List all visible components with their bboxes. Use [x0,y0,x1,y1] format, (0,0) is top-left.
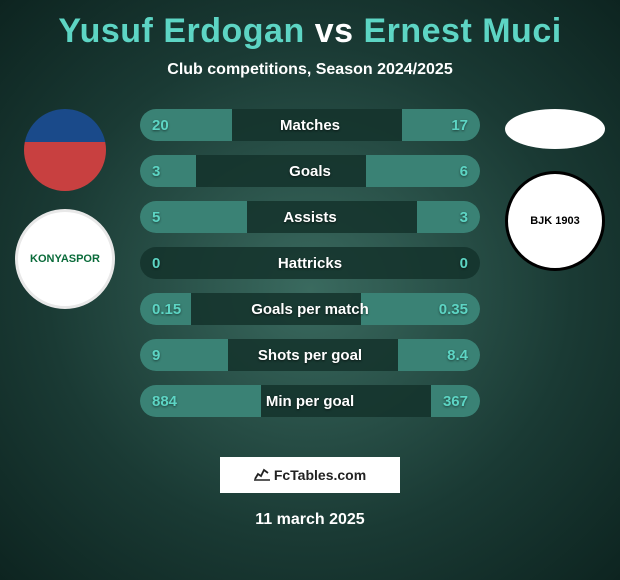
player2-avatar [505,109,605,149]
vs-text: vs [315,12,354,50]
stat-row: 20 Matches 17 [140,109,480,141]
player2-club-badge: BJK 1903 [505,171,605,271]
stat-value-left: 0.15 [152,301,181,318]
left-column: KONYASPOR [10,109,120,309]
stat-value-left: 0 [152,255,160,272]
brand-text: FcTables.com [274,467,366,483]
stat-label: Assists [283,209,336,226]
stat-value-right: 6 [460,163,468,180]
player1-avatar [24,109,106,191]
stat-value-left: 5 [152,209,160,226]
stat-label: Min per goal [266,393,354,410]
player1-name: Yusuf Erdogan [58,12,304,50]
stat-bar-right [402,109,480,141]
stat-value-right: 8.4 [447,347,468,364]
stat-value-left: 884 [152,393,177,410]
stat-value-right: 0.35 [439,301,468,318]
player1-club-badge: KONYASPOR [15,209,115,309]
stat-value-right: 367 [443,393,468,410]
stat-value-left: 20 [152,117,169,134]
right-column: BJK 1903 [500,109,610,271]
stat-row: 0 Hattricks 0 [140,247,480,279]
stat-value-left: 3 [152,163,160,180]
stat-row: 3 Goals 6 [140,155,480,187]
subtitle: Club competitions, Season 2024/2025 [0,61,620,79]
brand-box: FcTables.com [220,457,400,493]
stat-bar-right [417,201,480,233]
stat-label: Matches [280,117,340,134]
date-text: 11 march 2025 [0,511,620,529]
stat-row: 884 Min per goal 367 [140,385,480,417]
stat-label: Goals [289,163,331,180]
stat-value-left: 9 [152,347,160,364]
player1-club-name: KONYASPOR [30,253,100,265]
stat-label: Shots per goal [258,347,362,364]
player2-club-name: BJK 1903 [530,215,580,227]
player2-name: Ernest Muci [363,12,561,50]
stat-value-right: 3 [460,209,468,226]
stat-row: 5 Assists 3 [140,201,480,233]
stats-table: 20 Matches 17 3 Goals 6 5 Assists 3 0 Hattricks 0 0.… [140,109,480,431]
comparison-title: Yusuf Erdogan vs Ernest Muci [0,0,620,51]
comparison-content: KONYASPOR BJK 1903 20 Matches 17 3 Goals 6 5 As… [0,109,620,439]
stat-label: Goals per match [251,301,369,318]
stat-bar-left [140,155,196,187]
stat-row: 9 Shots per goal 8.4 [140,339,480,371]
stat-value-right: 17 [451,117,468,134]
stat-value-right: 0 [460,255,468,272]
stat-label: Hattricks [278,255,342,272]
brand-icon [254,467,270,484]
player1-photo [24,109,106,191]
stat-row: 0.15 Goals per match 0.35 [140,293,480,325]
